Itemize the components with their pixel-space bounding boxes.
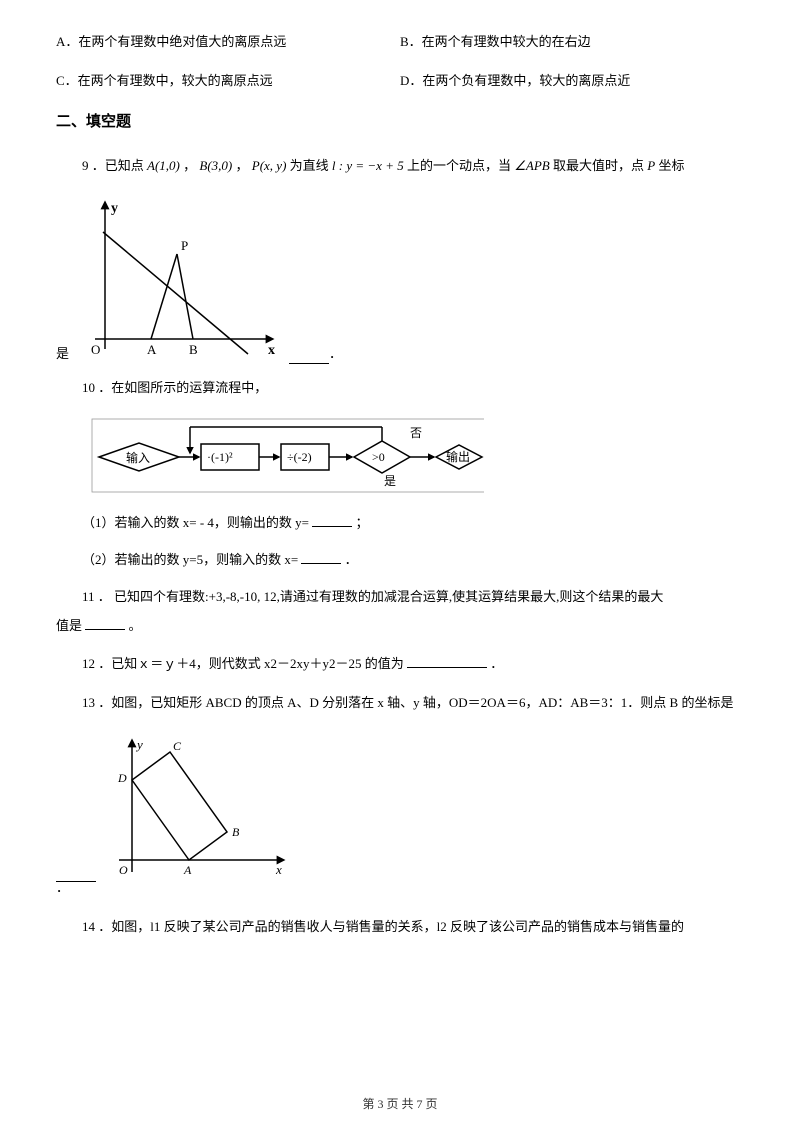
q9-is: 是: [56, 344, 69, 365]
question-10-2: （2）若输出的数 y=5，则输入的数 x= ．: [56, 550, 744, 571]
q10-1-semi: ；: [356, 515, 369, 530]
q9-angle: ∠APB: [514, 158, 549, 173]
q12-period: ．: [490, 656, 503, 671]
q9-text-tail: 取最大值时，点: [553, 158, 644, 173]
figure-q9: y x O A B P: [73, 194, 283, 364]
q12-text: 12 ．已知ｘ＝ｙ＋4，则代数式 x2－2xy＋y2－25 的值为: [82, 656, 404, 671]
point-p-label: P: [181, 238, 188, 253]
q9-point-a: A(1,0): [147, 158, 180, 173]
question-14: 14 ．如图，l1 反映了某公司产品的销售收人与销售量的关系，l2 反映了该公司…: [56, 917, 744, 938]
question-12: 12 ．已知ｘ＝ｙ＋4，则代数式 x2－2xy＋y2－25 的值为 ．: [56, 654, 744, 675]
q10-2-period: ．: [345, 552, 358, 567]
page-footer: 第 3 页 共 7 页: [0, 1095, 800, 1114]
point-a-label-q13: A: [183, 863, 192, 877]
point-b-label-q13: B: [232, 825, 240, 839]
q9-line-eq: l : y = −x + 5: [332, 158, 404, 173]
option-d: D．在两个负有理数中，较大的离原点近: [400, 71, 744, 92]
origin-label: O: [91, 342, 100, 357]
option-a: A．在两个有理数中绝对值大的离原点远: [56, 32, 400, 53]
q10-2-text: （2）若输出的数 y=5，则输入的数 x=: [82, 552, 298, 567]
option-b: B．在两个有理数中较大的在右边: [400, 32, 744, 53]
point-c-label: C: [173, 739, 182, 753]
q12-blank: [407, 654, 487, 668]
question-10-1: （1）若输入的数 x= - 4，则输出的数 y= ；: [56, 513, 744, 534]
origin-label-q13: O: [119, 863, 128, 877]
q9-comma2: ，: [236, 158, 249, 173]
q9-point-b: B(3,0): [199, 158, 232, 173]
point-a-label: A: [147, 342, 157, 357]
point-d-label: D: [117, 771, 127, 785]
figure-flowchart: 输入 ·(-1)² ÷(-2) >0 否 是 输出: [84, 417, 744, 495]
option-c: C．在两个有理数中，较大的离原点远: [56, 71, 400, 92]
flow-cond-label: >0: [372, 450, 385, 464]
q9-pvar: P: [647, 158, 655, 173]
section-title-2: 二、填空题: [56, 110, 744, 134]
question-10: 10 ．在如图所示的运算流程中，: [56, 378, 744, 399]
axis-x-label: x: [268, 343, 275, 358]
axis-y-label: y: [111, 201, 118, 216]
flow-input-label: 输入: [126, 450, 150, 465]
q11-text: 值是: [56, 618, 82, 633]
figure-q13: y x O D C B A: [104, 732, 294, 882]
q9-blank: [289, 350, 329, 364]
q9-comma1: ，: [183, 158, 196, 173]
q9-point-p: P(x, y): [252, 158, 287, 173]
q9-text-mid: 为直线: [290, 158, 329, 173]
q9-text-end: 坐标: [658, 158, 684, 173]
axis-y-label-q13: y: [135, 737, 143, 752]
q9-period: ．: [329, 344, 342, 365]
q13-period: ．: [56, 880, 69, 895]
flow-output-label: 输出: [446, 449, 470, 464]
q9-text-pre: 9 ．已知点: [82, 158, 144, 173]
flow-box2-label: ÷(-2): [287, 450, 312, 464]
q11-blank: [85, 616, 125, 630]
q11-period: 。: [129, 618, 142, 633]
point-b-label: B: [189, 342, 198, 357]
q9-text-post: 上的一个动点，当: [407, 158, 511, 173]
q10-1-blank: [312, 513, 352, 527]
flow-yes-label: 是: [384, 474, 396, 488]
q10-1-text: （1）若输入的数 x= - 4，则输出的数 y=: [82, 515, 309, 530]
question-9: 9 ．已知点 A(1,0) ， B(3,0) ， P(x, y) 为直线 l :…: [56, 156, 744, 177]
question-11-line1: 11 ． 已知四个有理数:+3,-8,-10, 12,请通过有理数的加减混合运算…: [56, 587, 744, 608]
flow-no-label: 否: [410, 426, 422, 440]
q10-2-blank: [301, 550, 341, 564]
question-11-line2: 值是 。: [56, 616, 744, 637]
question-13: 13 ．如图，已知矩形 ABCD 的顶点 A、D 分别落在 x 轴、y 轴，OD…: [56, 693, 744, 714]
axis-x-label-q13: x: [275, 862, 282, 877]
flow-box1-label: ·(-1)²: [207, 450, 233, 464]
